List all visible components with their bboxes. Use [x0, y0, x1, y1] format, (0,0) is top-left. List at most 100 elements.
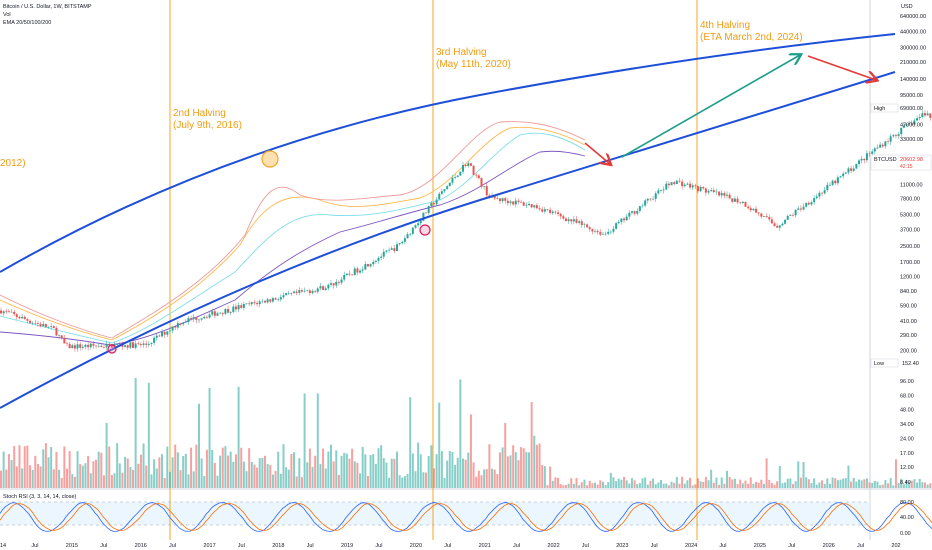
current-price-sub: 42:15	[900, 164, 913, 170]
candle-body	[443, 189, 446, 192]
price-tick-label: 8.40	[900, 480, 911, 486]
time-axis-label: 2021	[479, 543, 491, 549]
candle-body	[477, 175, 480, 179]
volume-bar	[506, 456, 509, 488]
volume-bar	[559, 484, 562, 488]
volume-bar	[266, 464, 269, 488]
candle-body	[7, 311, 10, 313]
volume-bar	[828, 483, 831, 488]
candle-body	[411, 227, 414, 234]
rsi-tick-label: 80.00	[900, 500, 914, 506]
volume-bar	[403, 476, 406, 488]
candle-body	[293, 291, 296, 294]
candle-body	[704, 188, 707, 193]
low-2020-circle	[419, 224, 431, 236]
candle-body	[166, 331, 169, 335]
candle-body	[39, 323, 42, 327]
volume-bar	[578, 485, 581, 488]
candle-body	[710, 190, 713, 192]
volume-bar	[385, 462, 388, 488]
candle-body	[456, 175, 459, 178]
volume-bar	[591, 483, 594, 488]
volume-bar	[137, 463, 140, 488]
time-axis-label: 14	[0, 543, 6, 549]
candle-body	[842, 173, 845, 177]
volume-bar	[910, 480, 913, 488]
volume-bar	[517, 460, 520, 488]
candle-body	[815, 196, 818, 199]
rsi-axis[interactable]: 80.00 40.00 0.00	[900, 500, 914, 537]
volume-bar	[448, 451, 451, 488]
volume-bar	[501, 447, 504, 488]
candle-body	[755, 208, 758, 213]
candle-body	[884, 141, 887, 147]
candle-body	[440, 191, 443, 194]
candle-body	[924, 113, 926, 116]
time-axis-label: Jul	[857, 543, 864, 549]
volume-bar	[68, 451, 71, 488]
volume-bar	[182, 455, 185, 488]
volume-bar	[374, 463, 377, 488]
volume-bar	[390, 458, 393, 488]
candle-body	[435, 199, 438, 205]
candle-body	[229, 311, 232, 313]
candle-body	[266, 299, 269, 303]
candle-body	[762, 216, 765, 217]
price-tick-label: 410.00	[900, 319, 917, 325]
volume-bar	[855, 481, 858, 488]
candle-body	[89, 343, 92, 348]
candle-body	[282, 295, 285, 298]
time-axis[interactable]: 14 Jul 2015 Jul 2016 Jul 2017 Jul 2018 Jul 2019 Jul…	[0, 543, 901, 549]
price-pane[interactable]	[0, 0, 870, 488]
price-axis[interactable]: USD 640000.00 440000.00 300000.00 210000.00…	[900, 4, 926, 486]
candle-body	[47, 326, 50, 328]
price-tick-label: 300000.00	[900, 45, 926, 51]
volume-bar	[356, 462, 359, 488]
volume-bar	[234, 454, 237, 488]
volume-bar	[900, 478, 903, 488]
volume-bar	[710, 469, 713, 488]
candle-body	[232, 306, 235, 312]
volume-bar	[87, 455, 90, 488]
candle-body	[184, 322, 187, 323]
candle-body	[240, 305, 243, 308]
volume-bar	[504, 422, 507, 488]
volume-bar	[747, 483, 750, 488]
candle-body	[182, 322, 185, 325]
volume-bar	[768, 479, 771, 488]
candle-body	[469, 163, 472, 166]
candle-body	[472, 165, 475, 175]
volume-bar	[158, 457, 161, 488]
candle-body	[298, 290, 301, 293]
volume-bar	[116, 443, 119, 488]
candle-body	[147, 343, 150, 345]
candle-body	[543, 209, 546, 212]
candle-body	[921, 113, 924, 118]
candle-body	[625, 216, 628, 221]
candle-body	[366, 264, 369, 267]
volume-bar	[530, 402, 533, 488]
candle-body	[203, 316, 206, 319]
candle-body	[591, 229, 594, 232]
volume-bar	[229, 451, 232, 488]
volume-bar	[588, 480, 591, 488]
volume-bar	[121, 472, 124, 488]
volume-bar	[198, 403, 200, 488]
volume-bar	[770, 482, 773, 488]
volume-bar	[567, 483, 570, 488]
candle-body	[285, 293, 288, 296]
price-tick-label: 640000.00	[900, 14, 926, 20]
candle-body	[382, 251, 385, 257]
candle-body	[213, 311, 216, 316]
candle-body	[353, 268, 356, 276]
volume-bar	[446, 460, 449, 488]
halving-2012-label: 2012)	[0, 158, 26, 169]
halving-3-date: (May 11th, 2020)	[436, 59, 511, 70]
candle-body	[139, 344, 142, 345]
price-tick-label: 3700.00	[900, 228, 920, 234]
candle-body	[792, 215, 794, 216]
high-badge-tag	[870, 103, 899, 113]
candle-body	[747, 206, 750, 209]
candle-body	[868, 153, 871, 154]
